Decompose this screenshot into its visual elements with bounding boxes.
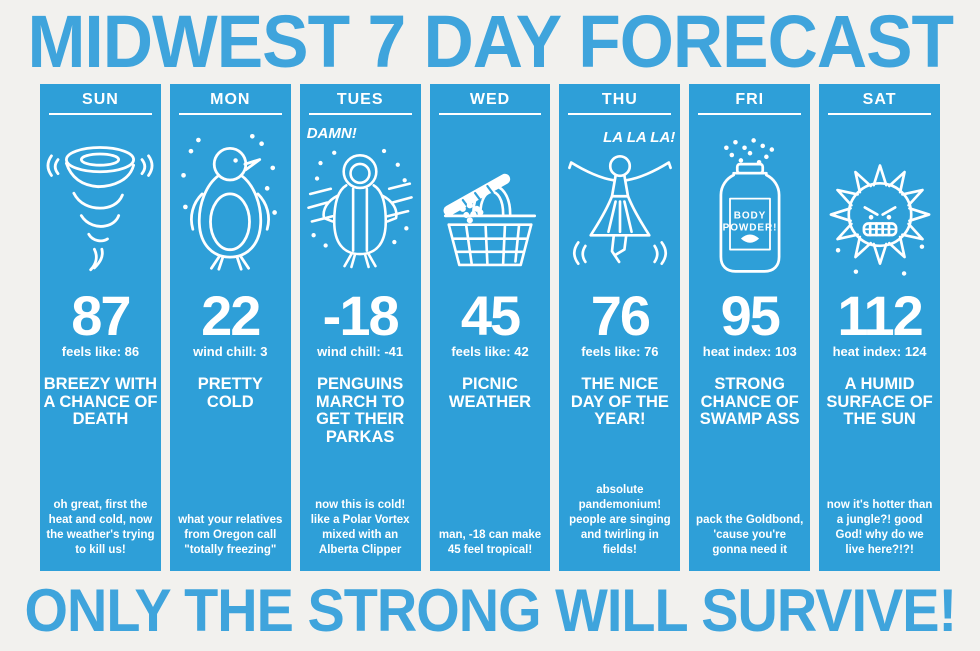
temperature: 87 bbox=[71, 283, 131, 347]
day-label: SAT bbox=[862, 91, 897, 108]
day-card-fri: FRI BODY POWDER! bbox=[689, 84, 811, 571]
icon-box: BODY POWDER! bbox=[689, 115, 810, 289]
callout-text: LA LA LA! bbox=[603, 128, 676, 146]
headline: PENGUINS MARCH TO GET THEIR PARKAS bbox=[315, 374, 405, 447]
divider bbox=[178, 112, 282, 115]
temperature: 76 bbox=[590, 283, 651, 347]
callout-text: DAMN! bbox=[306, 124, 357, 142]
poster-footer: ONLY THE STRONG WILL SURVIVE! bbox=[24, 576, 957, 645]
day-label: MON bbox=[210, 91, 251, 108]
divider bbox=[49, 112, 152, 115]
fine-print: what your relatives from Oregon call "to… bbox=[178, 514, 283, 557]
headline: PICNIC WEATHER bbox=[448, 374, 532, 411]
day-card-sun: SUN bbox=[40, 84, 161, 571]
tornado-icon bbox=[46, 145, 154, 271]
divider bbox=[828, 112, 932, 115]
day-label: THU bbox=[601, 91, 638, 108]
penguin-in-parka-icon bbox=[307, 148, 413, 268]
temp-detail: feels like: 86 bbox=[61, 343, 140, 359]
headline: PRETTY COLD bbox=[197, 374, 263, 411]
fine-print: now it's hotter than a jungle?! good God… bbox=[826, 499, 933, 557]
icon-box bbox=[819, 115, 940, 289]
fine-print: oh great, first the heat and cold, now t… bbox=[46, 499, 155, 557]
day-card-sat: SAT bbox=[819, 84, 941, 571]
title-band: MIDWEST 7 DAY FORECAST bbox=[0, 0, 980, 84]
temperature: 112 bbox=[837, 283, 923, 347]
day-label: SUN bbox=[82, 91, 119, 108]
headline: BREEZY WITH A CHANCE OF DEATH bbox=[43, 374, 158, 429]
headline: THE NICE DAY OF THE YEAR! bbox=[570, 374, 669, 429]
temp-detail: feels like: 42 bbox=[451, 343, 529, 359]
temp-detail: wind chill: -41 bbox=[317, 343, 404, 359]
day-label: FRI bbox=[735, 91, 765, 108]
temperature: 45 bbox=[460, 283, 521, 347]
footer-band: ONLY THE STRONG WILL SURVIVE! bbox=[0, 571, 980, 651]
temperature: 22 bbox=[201, 283, 261, 347]
svg-text:POWDER!: POWDER! bbox=[722, 222, 777, 233]
fine-print: man, -18 can make 45 feel tropical! bbox=[438, 529, 542, 557]
icon-box: DAMN! bbox=[300, 115, 421, 289]
body-powder-bottle-icon: BODY POWDER! bbox=[719, 137, 781, 273]
divider bbox=[568, 112, 672, 115]
fine-print: now this is cold! like a Polar Vortex mi… bbox=[310, 499, 410, 557]
day-label: TUES bbox=[336, 91, 384, 108]
temperature: 95 bbox=[720, 283, 781, 347]
twirling-dancer-icon bbox=[567, 154, 672, 265]
day-card-tues: TUES DAMN! bbox=[299, 84, 421, 571]
temp-detail: wind chill: 3 bbox=[193, 343, 268, 359]
divider bbox=[438, 112, 542, 115]
temp-detail: feels like: 76 bbox=[581, 343, 659, 359]
temp-detail: heat index: 103 bbox=[702, 343, 797, 359]
penguin-icon bbox=[181, 133, 278, 271]
day-label: WED bbox=[469, 91, 511, 108]
day-card-wed: WED bbox=[429, 84, 551, 571]
picnic-basket-icon bbox=[443, 173, 537, 266]
headline: A HUMID SURFACE OF THE SUN bbox=[826, 374, 933, 429]
day-card-thu: THU LA LA LA! bbox=[559, 84, 681, 571]
icon-box bbox=[40, 115, 161, 289]
fine-print: pack the Goldbond, 'cause you're gonna n… bbox=[696, 514, 804, 557]
poster-title: MIDWEST 7 DAY FORECAST bbox=[27, 0, 954, 84]
temp-detail: heat index: 124 bbox=[832, 343, 927, 359]
angry-sun-icon bbox=[829, 163, 930, 276]
divider bbox=[308, 112, 412, 115]
fine-print: absolute pandemonium! people are singing… bbox=[569, 484, 671, 557]
icon-box bbox=[170, 115, 291, 289]
headline: STRONG CHANCE OF SWAMP ASS bbox=[699, 374, 800, 429]
icon-box bbox=[430, 115, 551, 289]
divider bbox=[698, 112, 802, 115]
temperature: -18 bbox=[322, 283, 400, 347]
icon-box: LA LA LA! bbox=[559, 115, 680, 289]
forecast-columns: SUN bbox=[40, 84, 941, 571]
svg-text:BODY: BODY bbox=[733, 210, 766, 221]
day-card-mon: MON bbox=[169, 84, 291, 571]
